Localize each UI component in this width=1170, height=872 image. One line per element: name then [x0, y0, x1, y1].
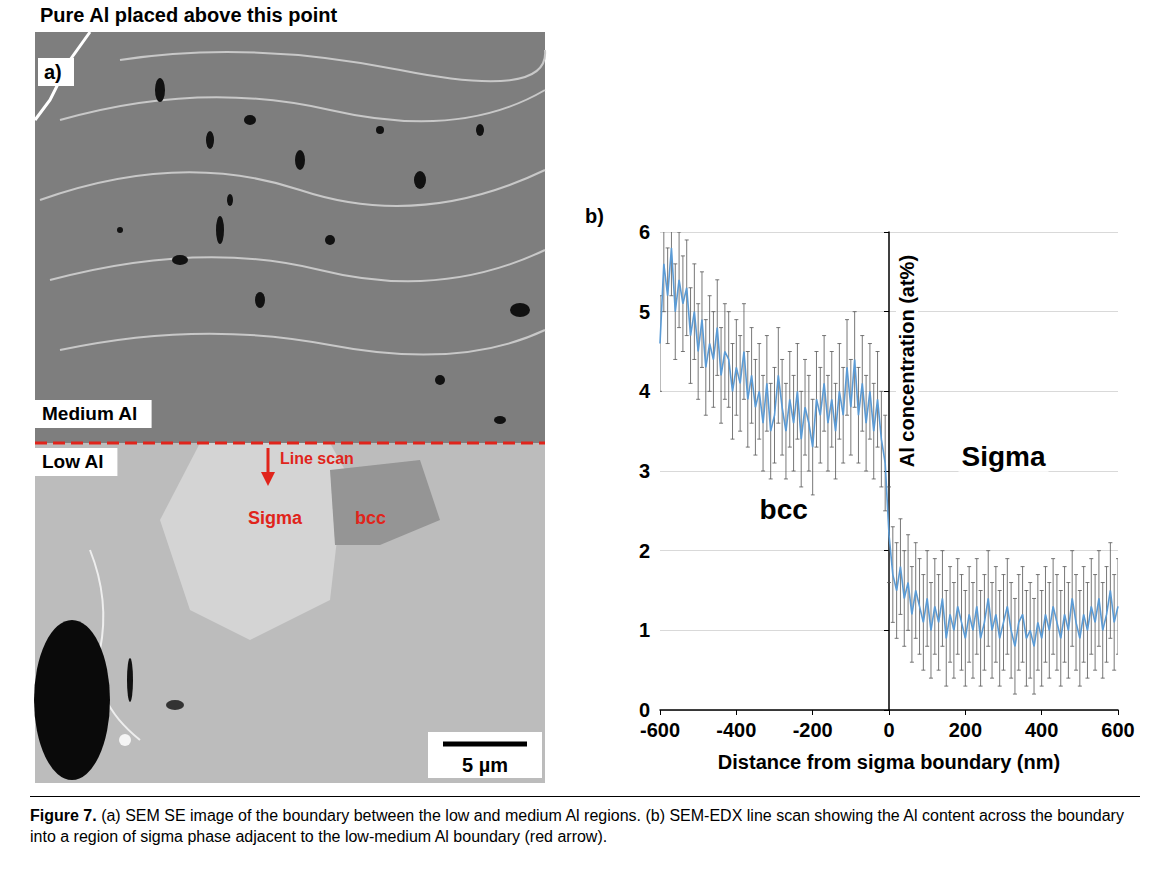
svg-text:400: 400 — [1025, 719, 1058, 741]
svg-text:Distance from sigma boundary (: Distance from sigma boundary (nm) — [718, 751, 1060, 773]
svg-text:-200: -200 — [793, 719, 833, 741]
svg-text:Low Al: Low Al — [42, 451, 104, 472]
svg-text:b): b) — [585, 205, 604, 227]
svg-text:5: 5 — [639, 301, 650, 323]
svg-text:Al concentration (at%): Al concentration (at%) — [896, 255, 918, 467]
svg-text:-400: -400 — [716, 719, 756, 741]
svg-text:1: 1 — [639, 619, 650, 641]
svg-text:0: 0 — [639, 699, 650, 721]
svg-text:4: 4 — [639, 380, 651, 402]
svg-text:0: 0 — [883, 719, 894, 741]
svg-text:bcc: bcc — [760, 494, 808, 525]
svg-text:600: 600 — [1101, 719, 1134, 741]
html-text:Figure 7. (a) SEM SE image of: Figure 7. (a) SEM SE image of the bounda… — [30, 807, 1124, 845]
svg-text:Pure Al placed above this poin: Pure Al placed above this point — [40, 4, 337, 26]
svg-text:a): a) — [44, 61, 62, 83]
svg-text:Medium Al: Medium Al — [42, 403, 137, 424]
svg-text:Line scan: Line scan — [280, 450, 354, 467]
svg-text:5 µm: 5 µm — [462, 754, 508, 776]
svg-text:2: 2 — [639, 540, 650, 562]
svg-text:bcc: bcc — [355, 508, 386, 528]
svg-text:-600: -600 — [640, 719, 680, 741]
svg-text:6: 6 — [639, 221, 650, 243]
svg-text:3: 3 — [639, 460, 650, 482]
svg-text:Sigma: Sigma — [961, 441, 1045, 472]
svg-text:Sigma: Sigma — [248, 508, 303, 528]
svg-text:200: 200 — [949, 719, 982, 741]
